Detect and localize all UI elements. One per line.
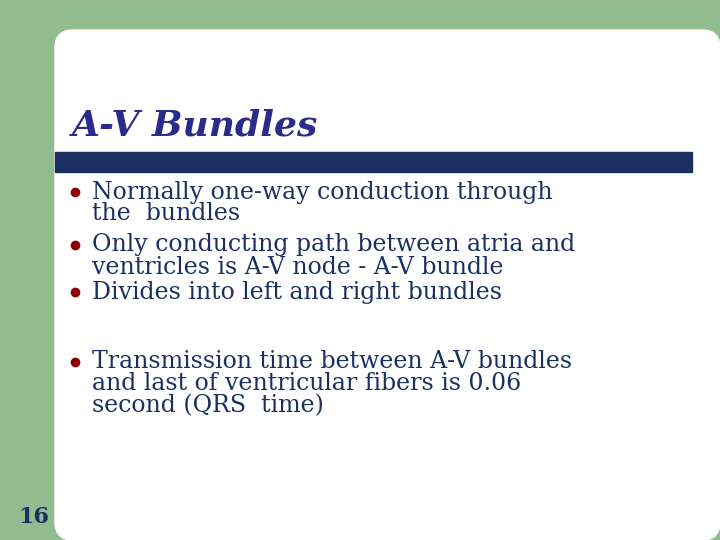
Text: second (QRS  time): second (QRS time) [92,395,324,417]
Text: 16: 16 [18,506,49,528]
Text: and last of ventricular fibers is 0.06: and last of ventricular fibers is 0.06 [92,373,521,395]
Text: Transmission time between A-V bundles: Transmission time between A-V bundles [92,350,572,374]
Text: ventricles is A-V node - A-V bundle: ventricles is A-V node - A-V bundle [92,255,503,279]
Text: Divides into left and right bundles: Divides into left and right bundles [92,280,502,303]
Bar [55,152,692,172]
Text: the  bundles: the bundles [92,202,240,226]
Text: Only conducting path between atria and: Only conducting path between atria and [92,233,575,256]
Text: A-V Bundles: A-V Bundles [72,108,318,142]
FancyBboxPatch shape [55,30,720,540]
Text: Normally one-way conduction through: Normally one-way conduction through [92,180,553,204]
